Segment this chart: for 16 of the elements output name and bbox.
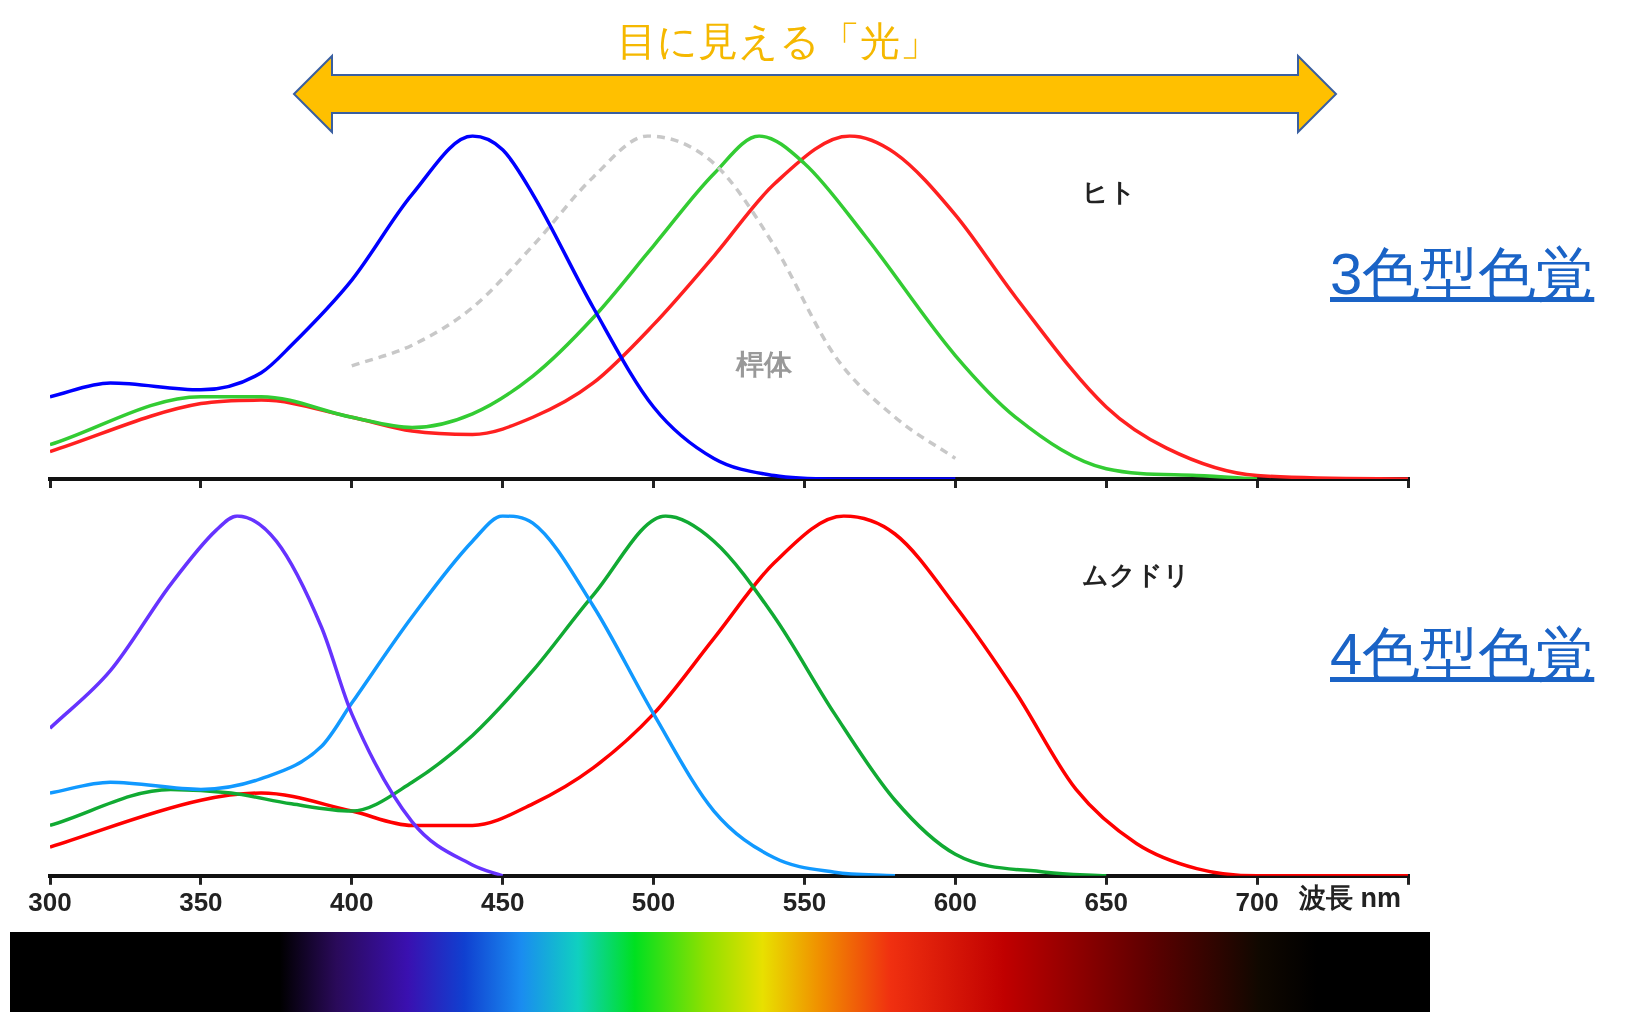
x-tick-label: 400 (330, 886, 374, 917)
x-tick-label: 300 (28, 886, 72, 917)
text: 4色型色覚 (1330, 620, 1595, 688)
x-tick-label: 500 (631, 886, 676, 917)
annotation: 桿体 (734, 348, 793, 380)
chart-title: 目に見える「光」 (615, 18, 941, 65)
x-tick-label: 700 (1235, 886, 1279, 917)
x-tick-label: 550 (782, 886, 827, 917)
x-tick-label: 600 (933, 886, 978, 917)
x-tick-label: 350 (179, 886, 223, 917)
x-axis-title: 波長 nm (1298, 883, 1402, 914)
x-tick-label: 450 (480, 886, 525, 917)
annotation: ムクドリ (1082, 560, 1191, 591)
annotation: ヒト (1082, 177, 1137, 208)
x-tick-label: 650 (1084, 886, 1128, 917)
text: 3色型色覚 (1330, 240, 1595, 308)
